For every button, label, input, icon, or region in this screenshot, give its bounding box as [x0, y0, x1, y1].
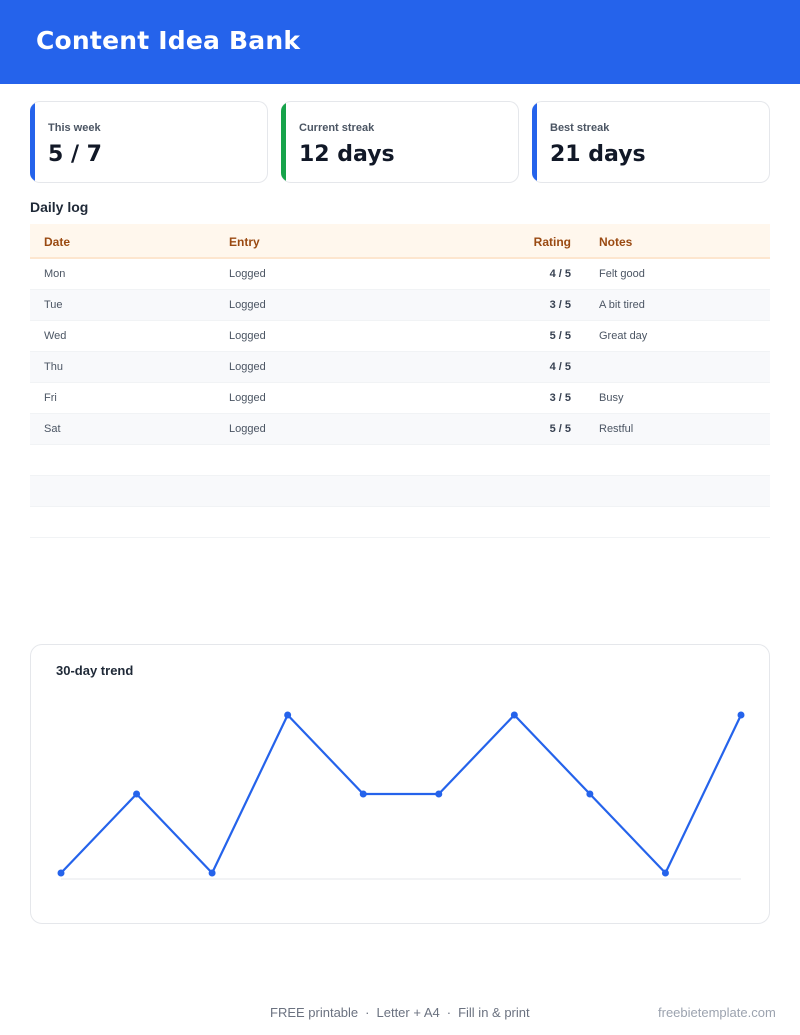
cell-entry: Logged — [229, 361, 266, 373]
stat-label: Current streak — [299, 122, 375, 134]
table-header: Date Entry Rating Notes — [30, 224, 770, 259]
column-header-notes: Notes — [599, 235, 633, 249]
data-point — [133, 790, 141, 798]
cell-notes: Felt good — [599, 268, 645, 280]
footer-separator: · — [446, 1005, 452, 1020]
cell-entry: Logged — [229, 392, 266, 404]
stat-label: Best streak — [550, 122, 610, 134]
stat-card-this-week: This week 5 / 7 — [30, 101, 268, 183]
cell-notes: Busy — [599, 392, 624, 404]
cell-rating: 3 / 5 — [549, 299, 571, 311]
cell-entry: Logged — [229, 423, 266, 435]
table-row: Mon Logged 4 / 5 Felt good — [30, 259, 770, 290]
cell-date: Fri — [44, 392, 57, 404]
table-row: Sat Logged 5 / 5 Restful — [30, 414, 770, 445]
table-row: Fri Logged 3 / 5 Busy — [30, 383, 770, 414]
table-row-empty — [30, 507, 770, 538]
data-point — [737, 711, 745, 719]
cell-rating: 4 / 5 — [549, 361, 571, 373]
cell-rating: 5 / 5 — [549, 330, 571, 342]
series-line — [60, 713, 742, 875]
trend-chart-card: 30-day trend — [30, 644, 770, 924]
daily-log-title: Daily log — [30, 199, 89, 215]
data-point — [435, 790, 443, 798]
stat-card-current-streak: Current streak 12 days — [281, 101, 519, 183]
data-point — [208, 869, 216, 877]
chart-title: 30-day trend — [56, 663, 134, 678]
data-point — [57, 869, 65, 877]
stat-accent-bar — [532, 102, 537, 182]
cell-entry: Logged — [229, 299, 266, 311]
cell-rating: 5 / 5 — [549, 423, 571, 435]
stat-value: 21 days — [550, 142, 646, 167]
stat-accent-bar — [281, 102, 286, 182]
daily-log-table: Date Entry Rating Notes Mon Logged 4 / 5… — [30, 224, 770, 538]
footer-info: FREE printable · Letter + A4 · Fill in & pri… — [270, 1005, 530, 1020]
stat-accent-bar — [30, 102, 35, 182]
cell-date: Wed — [44, 330, 67, 342]
column-header-entry: Entry — [229, 235, 260, 249]
table-row: Tue Logged 3 / 5 A bit tired — [30, 290, 770, 321]
column-header-rating: Rating — [533, 235, 571, 249]
data-point — [510, 711, 518, 719]
cell-rating: 4 / 5 — [549, 268, 571, 280]
page-header: Content Idea Bank — [0, 0, 800, 84]
cell-notes: A bit tired — [599, 299, 645, 311]
cell-rating: 3 / 5 — [549, 392, 571, 404]
stat-value: 5 / 7 — [48, 142, 102, 167]
table-row-empty — [30, 476, 770, 507]
cell-entry: Logged — [229, 330, 266, 342]
footer-item: FREE printable — [270, 1005, 359, 1020]
stat-card-best-streak: Best streak 21 days — [532, 101, 770, 183]
footer-site-link[interactable]: freebietemplate.com — [658, 1005, 776, 1020]
page-title: Content Idea Bank — [36, 26, 301, 55]
footer-separator: · — [365, 1005, 370, 1020]
column-header-date: Date — [44, 235, 71, 249]
footer-item: Letter + A4 — [376, 1005, 440, 1020]
cell-entry: Logged — [229, 268, 266, 280]
cell-date: Mon — [44, 268, 66, 280]
data-point — [284, 711, 292, 719]
cell-notes: Great day — [599, 330, 648, 342]
table-row-empty — [30, 445, 770, 476]
trend-chart — [57, 711, 745, 880]
cell-date: Sat — [44, 423, 61, 435]
cell-notes: Restful — [599, 423, 634, 435]
stat-label: This week — [48, 122, 101, 134]
data-point — [586, 790, 594, 798]
table-row: Thu Logged 4 / 5 — [30, 352, 770, 383]
cell-date: Thu — [44, 361, 63, 373]
data-point — [661, 869, 669, 877]
cell-date: Tue — [44, 299, 63, 311]
footer-item: Fill in & print — [458, 1005, 530, 1020]
table-row: Wed Logged 5 / 5 Great day — [30, 321, 770, 352]
data-point — [359, 790, 367, 798]
stat-value: 12 days — [299, 142, 395, 167]
